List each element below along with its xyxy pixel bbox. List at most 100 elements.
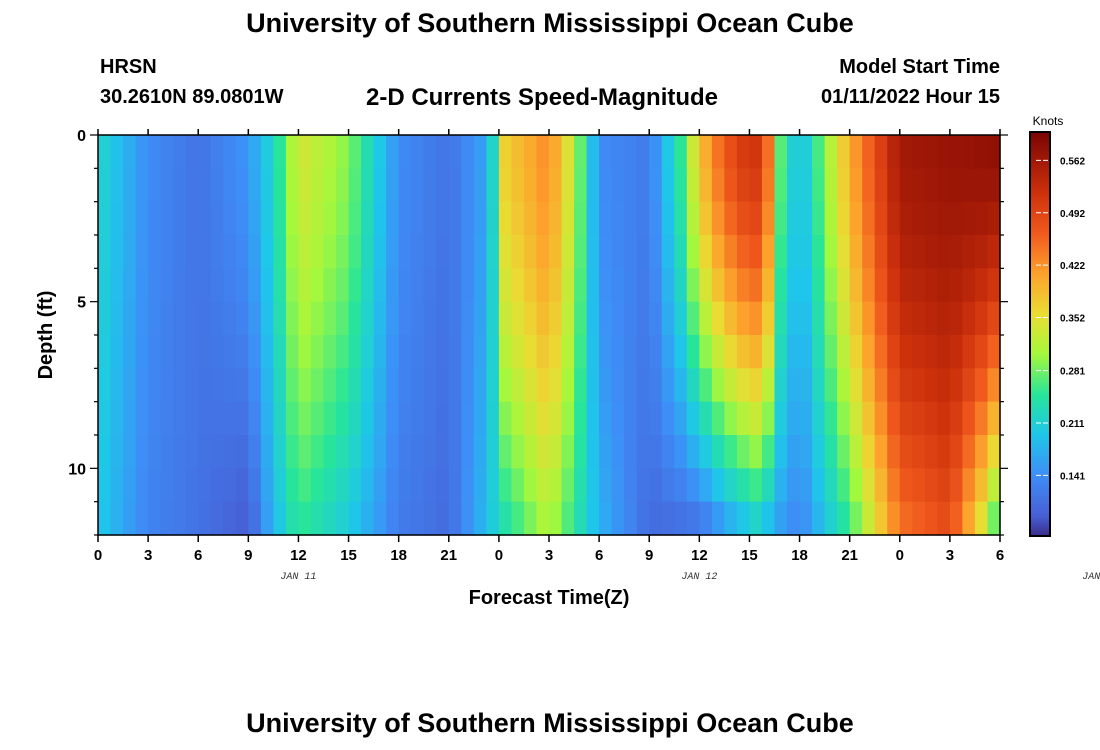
heatmap-cell xyxy=(686,468,700,503)
heatmap-cell xyxy=(924,301,938,336)
heatmap-cell xyxy=(336,368,350,403)
heatmap-cell xyxy=(599,335,613,369)
heatmap-cell xyxy=(649,368,663,403)
heatmap-cell xyxy=(561,368,575,403)
heatmap-cell xyxy=(98,168,112,203)
heatmap-cell xyxy=(498,435,513,469)
heatmap-cell xyxy=(323,201,337,236)
heatmap-cell xyxy=(674,201,688,236)
heatmap-cell xyxy=(586,335,600,369)
heatmap-cell xyxy=(310,368,325,403)
heatmap-cell xyxy=(336,168,350,203)
heatmap-cell xyxy=(210,235,224,269)
heatmap-cell xyxy=(974,235,989,269)
heatmap-cell xyxy=(373,501,387,536)
heatmap-cell xyxy=(561,135,575,169)
heatmap-cell xyxy=(724,168,738,203)
heatmap-cell xyxy=(812,201,826,236)
heatmap-cell xyxy=(837,301,851,336)
heatmap-cell xyxy=(724,335,738,369)
heatmap-cell xyxy=(849,468,863,503)
heatmap-cell xyxy=(486,435,500,469)
heatmap-cell xyxy=(761,201,776,236)
x-tick-label: 18 xyxy=(791,547,808,564)
heatmap-cell xyxy=(699,335,713,369)
heatmap-cell xyxy=(248,401,262,436)
heatmap-cell xyxy=(824,168,838,203)
heatmap-cell xyxy=(924,235,938,269)
heatmap-cell xyxy=(285,135,300,169)
heatmap-cell xyxy=(749,268,763,303)
heatmap-cell xyxy=(411,368,425,403)
heatmap-cell xyxy=(912,135,926,169)
heatmap-cell xyxy=(649,201,663,236)
heatmap-cell xyxy=(624,335,638,369)
heatmap-cell xyxy=(774,501,788,536)
heatmap-cell xyxy=(198,368,212,403)
heatmap-cell xyxy=(198,468,212,503)
heatmap-cell xyxy=(273,401,287,436)
heatmap-cell xyxy=(849,235,863,269)
heatmap-cell xyxy=(398,135,412,169)
heatmap-cell xyxy=(661,268,675,303)
heatmap-cell xyxy=(599,235,613,269)
x-tick-label: 21 xyxy=(841,547,858,564)
heatmap-cell xyxy=(586,401,600,436)
heatmap-cell xyxy=(198,501,212,536)
heatmap-cell xyxy=(461,235,475,269)
heatmap-cell xyxy=(624,135,638,169)
x-tick-label: 3 xyxy=(144,547,152,564)
heatmap-cell xyxy=(599,268,613,303)
heatmap-cell xyxy=(160,268,174,303)
heatmap-cell xyxy=(874,201,888,236)
heatmap-cell xyxy=(285,401,300,436)
heatmap-cell xyxy=(298,435,312,469)
heatmap-cell xyxy=(98,501,112,536)
heatmap-cell xyxy=(436,335,450,369)
heatmap-cell xyxy=(912,301,926,336)
heatmap-cell xyxy=(799,501,813,536)
heatmap-cell xyxy=(248,168,262,203)
heatmap-cell xyxy=(523,468,538,503)
heatmap-cell xyxy=(336,135,350,169)
heatmap-cell xyxy=(624,468,638,503)
heatmap-cell xyxy=(223,235,237,269)
heatmap-cell xyxy=(235,235,249,269)
heatmap-cell xyxy=(473,335,487,369)
heatmap-cell xyxy=(423,135,437,169)
heatmap-cell xyxy=(98,201,112,236)
heatmap-cell xyxy=(862,301,876,336)
heatmap-cell xyxy=(912,201,926,236)
heatmap-cell xyxy=(386,435,400,469)
heatmap-cell xyxy=(574,235,588,269)
heatmap-cell xyxy=(185,401,199,436)
heatmap-cell xyxy=(411,268,425,303)
heatmap-cells xyxy=(98,135,1001,536)
heatmap-cell xyxy=(235,401,249,436)
heatmap-cell xyxy=(511,401,525,436)
heatmap-cell xyxy=(699,135,713,169)
heatmap-cell xyxy=(849,135,863,169)
heatmap-cell xyxy=(924,468,938,503)
heatmap-cell xyxy=(674,168,688,203)
heatmap-cell xyxy=(135,268,149,303)
heatmap-cell xyxy=(799,268,813,303)
heatmap-cell xyxy=(974,401,989,436)
heatmap-cell xyxy=(862,201,876,236)
heatmap-cell xyxy=(461,168,475,203)
heatmap-cell xyxy=(837,201,851,236)
heatmap-cell xyxy=(837,268,851,303)
heatmap-cell xyxy=(498,401,513,436)
heatmap-cell xyxy=(486,468,500,503)
heatmap-cell xyxy=(899,435,913,469)
x-tick-label: 6 xyxy=(595,547,603,564)
heatmap-cell xyxy=(599,401,613,436)
heatmap-cell xyxy=(749,235,763,269)
heatmap-cell xyxy=(661,468,675,503)
heatmap-cell xyxy=(336,335,350,369)
heatmap-cell xyxy=(210,168,224,203)
heatmap-cell xyxy=(411,301,425,336)
heatmap-cell xyxy=(323,435,337,469)
heatmap-cell xyxy=(223,201,237,236)
heatmap-cell xyxy=(761,168,776,203)
